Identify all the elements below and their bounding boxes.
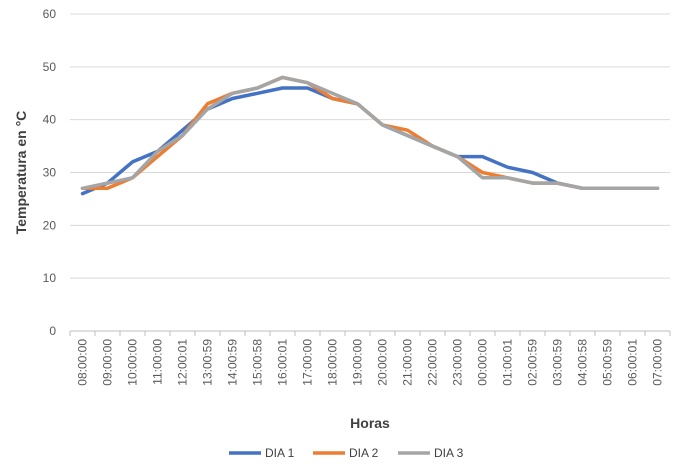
x-tick-label: 13:00:59 [201,339,215,386]
series-line-1 [80,86,660,196]
x-tick-label: 10:00:00 [126,339,140,386]
legend-label: DIA 2 [349,446,379,460]
y-tick-label: 30 [43,166,57,180]
x-tick-label: 06:00:01 [626,339,640,386]
legend-label: DIA 1 [265,446,295,460]
x-tick-label: 01:00:01 [501,339,515,386]
x-tick-label: 11:00:00 [151,339,165,385]
x-tick-label: 02:00:59 [526,339,540,386]
x-tick-label: 20:00:00 [376,339,390,386]
x-tick-label: 14:00:59 [226,339,240,386]
x-tick-label: 23:00:00 [451,339,465,386]
x-tick-label: 09:00:00 [101,339,115,386]
x-tick-label: 17:00:00 [301,339,315,386]
x-tick-label: 19:00:00 [351,339,365,386]
legend: DIA 1 DIA 2 DIA 3 [229,446,464,460]
series-line-3 [80,75,660,191]
x-tick-labels: 08:00:00 09:00:00 10:00:00 11:00:00 12:00:01… [76,339,665,386]
x-tick-label: 22:00:00 [426,339,440,386]
y-tick-label: 10 [43,271,57,285]
y-tick-label: 0 [49,324,56,338]
x-tick-label: 07:00:00 [651,339,665,386]
x-tick-label: 03:00:59 [551,339,565,386]
x-axis-title: Horas [350,415,390,431]
y-tick-label: 50 [43,60,57,74]
x-tick-label: 08:00:00 [76,339,90,386]
x-tick-label: 21:00:00 [401,339,415,386]
x-tick-label: 16:00:01 [276,339,290,386]
legend-label: DIA 3 [434,446,464,460]
gridlines [69,13,671,336]
x-tick-label: 15:00:58 [251,339,265,386]
y-axis-title: Temperatura en °C [13,111,29,235]
series-line-2 [80,75,660,191]
y-tick-label: 40 [43,113,57,127]
series-lines [80,75,660,196]
x-tick-label: 12:00:01 [176,339,190,386]
x-tick-label: 05:00:59 [601,339,615,386]
y-tick-label: 20 [43,218,57,232]
y-tick-labels: 0 10 20 30 40 50 60 [43,7,57,338]
x-tick-label: 00:00:00 [476,339,490,386]
x-tick-label: 18:00:00 [326,339,340,386]
y-tick-label: 60 [43,7,57,21]
x-tick-label: 04:00:58 [576,339,590,386]
